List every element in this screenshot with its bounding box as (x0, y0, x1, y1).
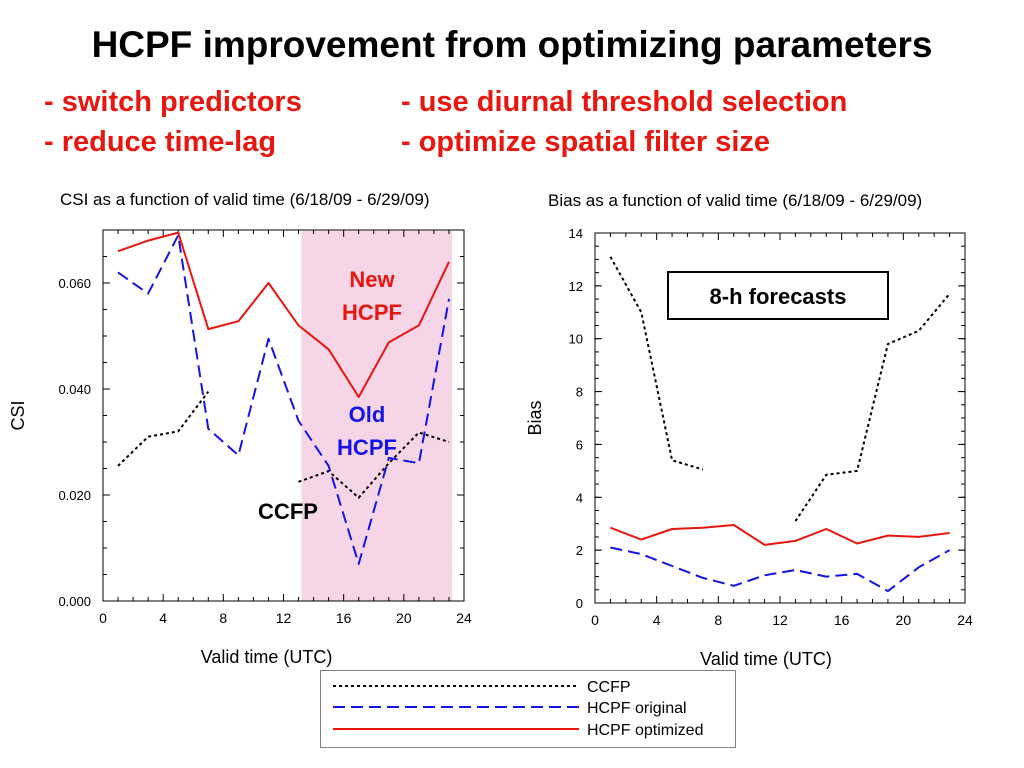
legend: CCFP HCPF original HCPF optimized (320, 670, 736, 748)
bias-ytick-label: 14 (569, 226, 583, 241)
csi-series-ccfp-line (117, 390, 210, 467)
bias-xlabel: Valid time (UTC) (700, 649, 832, 669)
legend-ccfp-label: CCFP (587, 679, 631, 696)
bias-series-ccfp-line (609, 256, 704, 471)
new-hcpf-annotation-line2: HCPF (342, 300, 402, 325)
csi-chart-title: CSI as a function of valid time (6/18/09… (60, 190, 429, 209)
new-hcpf-annotation-line1: New (349, 267, 395, 292)
bias-ytick-label: 2 (576, 543, 583, 558)
bias-ytick-label: 0 (576, 596, 583, 611)
bias-series-hcpf-optimized-line (610, 524, 950, 546)
bias-xtick-label: 0 (591, 612, 599, 628)
bias-series-hcpf-original-line (610, 546, 951, 593)
bullet-spatial-filter: - optimize spatial filter size (401, 126, 771, 158)
bias-xtick-label: 4 (653, 612, 661, 628)
bias-ytick-label: 8 (576, 385, 583, 400)
bias-ytick-label: 12 (569, 279, 583, 294)
csi-xlabel: Valid time (UTC) (201, 647, 333, 667)
csi-ytick-label: 0.020 (58, 488, 91, 503)
forecast-label: 8-h forecasts (710, 284, 847, 309)
bullet-switch-predictors: - switch predictors (44, 86, 302, 118)
csi-xtick-label: 20 (396, 610, 412, 626)
bias-series-ccfp-line (794, 293, 951, 522)
bullet-diurnal-threshold: - use diurnal threshold selection (401, 86, 848, 118)
csi-series-hcpf-original-line (117, 234, 450, 565)
csi-series-hcpf-optimized-line (117, 231, 450, 398)
bias-ytick-label: 4 (576, 490, 583, 505)
csi-xtick-label: 0 (99, 610, 107, 626)
legend-hcpf-optimized-label: HCPF optimized (587, 722, 703, 739)
bias-xtick-label: 20 (896, 612, 912, 628)
forecast-label-box (667, 271, 889, 320)
bullet-reduce-time-lag: - reduce time-lag (44, 126, 277, 158)
csi-series-ccfp-line (298, 431, 450, 499)
bias-ytick-label: 10 (569, 332, 583, 347)
bias-xtick-label: 16 (834, 612, 850, 628)
old-hcpf-annotation-line2: HCPF (337, 435, 397, 460)
bias-xtick-label: 24 (957, 612, 973, 628)
bias-ylabel: Bias (525, 400, 545, 435)
csi-xtick-label: 12 (276, 610, 292, 626)
csi-xtick-label: 8 (219, 610, 227, 626)
bias-chart-title: Bias as a function of valid time (6/18/0… (548, 191, 922, 210)
csi-xtick-label: 24 (456, 610, 472, 626)
csi-ytick-label: 0.000 (58, 594, 91, 609)
bullet-list: - switch predictors - reduce time-lag - … (44, 86, 1004, 168)
slide-title: HCPF improvement from optimizing paramet… (91, 24, 933, 65)
old-hcpf-annotation-line1: Old (349, 402, 386, 427)
legend-lines: CCFP HCPF original HCPF optimized (333, 679, 703, 739)
bias-xtick-label: 8 (714, 612, 722, 628)
bias-ytick-label: 6 (576, 437, 583, 452)
legend-hcpf-original-label: HCPF original (587, 700, 687, 717)
csi-ylabel: CSI (8, 400, 28, 430)
csi-ytick-label: 0.060 (58, 276, 91, 291)
ccfp-annotation: CCFP (258, 499, 318, 524)
csi-xtick-label: 4 (159, 610, 167, 626)
csi-ytick-label: 0.040 (58, 382, 91, 397)
bias-xtick-label: 12 (772, 612, 788, 628)
csi-xtick-label: 16 (336, 610, 352, 626)
